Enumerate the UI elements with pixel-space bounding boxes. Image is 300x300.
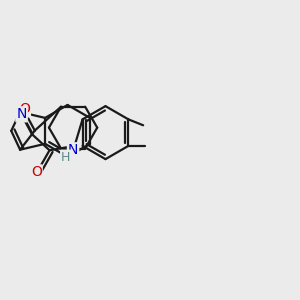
Text: N: N (68, 143, 78, 157)
Text: O: O (19, 102, 30, 116)
Text: O: O (31, 165, 42, 179)
Text: H: H (61, 151, 70, 164)
Text: N: N (16, 107, 27, 122)
